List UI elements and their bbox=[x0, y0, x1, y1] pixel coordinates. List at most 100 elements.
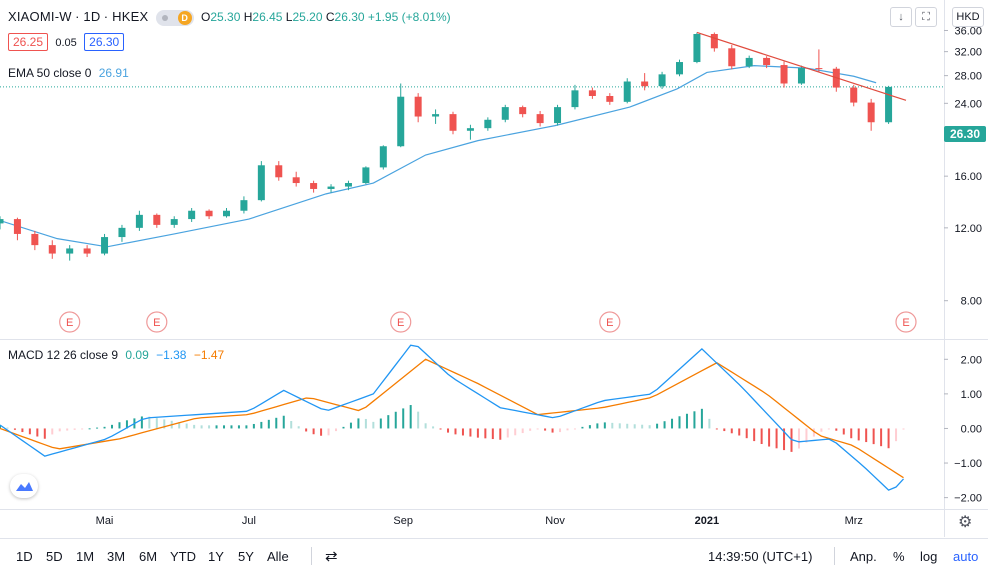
candle-body bbox=[170, 219, 178, 225]
trend-line bbox=[696, 31, 907, 101]
visibility-toggle[interactable]: D bbox=[155, 9, 194, 26]
macd-histogram-bar bbox=[73, 428, 76, 430]
ohlc-low-value: 25.20 bbox=[292, 10, 323, 24]
macd-histogram-bar bbox=[0, 425, 1, 429]
tradingview-logo[interactable] bbox=[10, 474, 38, 498]
time-axis-label: Sep bbox=[393, 515, 413, 527]
macd-histogram-bar bbox=[230, 425, 233, 429]
macd-legend[interactable]: MACD 12 26 close 9 0.09 −1.38 −1.47 bbox=[8, 348, 224, 362]
macd-histogram-bar bbox=[656, 423, 659, 429]
macd-histogram-bar bbox=[260, 421, 263, 429]
macd-histogram-bar bbox=[267, 419, 270, 429]
range-1y[interactable]: 1Y bbox=[208, 549, 224, 564]
scroll-down-button[interactable]: ↓ bbox=[890, 7, 912, 27]
percent-button[interactable]: % bbox=[893, 549, 905, 564]
price-axis-label: 36.00 bbox=[954, 25, 982, 37]
candle-body bbox=[466, 128, 474, 131]
macd-histogram-bar bbox=[66, 428, 69, 431]
macd-histogram-bar bbox=[521, 428, 524, 434]
range-5d[interactable]: 5D bbox=[46, 549, 63, 564]
adjust-button[interactable]: Anp. bbox=[850, 549, 877, 564]
auto-button[interactable]: auto bbox=[953, 549, 979, 564]
macd-histogram-bar bbox=[469, 428, 472, 437]
bid-box[interactable]: 26.25 bbox=[8, 33, 49, 51]
macd-histogram-bar bbox=[559, 428, 562, 433]
macd-histogram-bar bbox=[81, 428, 84, 430]
macd-histogram-bar bbox=[36, 428, 39, 437]
settings-button[interactable]: ⚙ bbox=[958, 512, 972, 532]
bottom-toolbar: 1D 5D 1M 3M 6M YTD 1Y 5Y Alle ⇄ 14:39:50… bbox=[0, 538, 988, 573]
ohlc-open-label: O bbox=[201, 10, 211, 24]
candle-body bbox=[641, 81, 649, 87]
ema-legend-value: 26.91 bbox=[98, 66, 129, 80]
interval-label[interactable]: 1D bbox=[83, 9, 101, 24]
macd-histogram-bar bbox=[43, 428, 46, 439]
earnings-marker bbox=[146, 311, 168, 333]
compare-button[interactable]: ⇄ bbox=[325, 547, 338, 565]
macd-histogram-bar bbox=[237, 425, 240, 429]
range-1d[interactable]: 1D bbox=[16, 549, 33, 564]
macd-histogram-bar bbox=[775, 428, 778, 449]
ema-legend[interactable]: EMA 50 close 0 26.91 bbox=[8, 66, 129, 80]
range-1m[interactable]: 1M bbox=[76, 549, 95, 564]
candle-body bbox=[501, 107, 509, 120]
macd-histogram-bar bbox=[491, 428, 494, 440]
macd-axis-label: −1.00 bbox=[954, 458, 982, 470]
candle-body bbox=[344, 183, 352, 187]
macd-histogram-bar bbox=[155, 418, 158, 429]
chart-canvas[interactable]: 36.0032.0028.0024.0020.0016.0012.008.002… bbox=[0, 0, 988, 537]
candle-body bbox=[850, 87, 858, 103]
candle-body bbox=[554, 107, 562, 124]
macd-axis-label: 1.00 bbox=[961, 389, 982, 401]
fullscreen-button[interactable]: ⛶ bbox=[915, 7, 937, 27]
earnings-marker bbox=[390, 311, 412, 333]
ask-box[interactable]: 26.30 bbox=[84, 33, 125, 51]
candle-body bbox=[292, 177, 300, 184]
macd-histogram-bar bbox=[327, 428, 330, 436]
macd-histogram-bar bbox=[342, 426, 345, 429]
candle-body bbox=[275, 165, 283, 178]
candle-body bbox=[135, 214, 143, 228]
symbol-legend: XIAOMI-W · 1D · HKEX D O25.30 H26.45 L25… bbox=[8, 9, 451, 26]
macd-histogram-bar bbox=[163, 419, 166, 429]
range-all[interactable]: Alle bbox=[267, 549, 289, 564]
candle-body bbox=[797, 68, 805, 84]
macd-histogram-bar bbox=[566, 428, 569, 431]
macd-histogram-bar bbox=[364, 418, 367, 429]
toggle-dot-icon bbox=[161, 14, 168, 21]
price-axis-label: 8.00 bbox=[961, 296, 982, 308]
last-price-tag: 26.30 bbox=[944, 126, 986, 142]
candle-body bbox=[885, 86, 893, 123]
macd-histogram-bar bbox=[439, 428, 442, 430]
candle-body bbox=[623, 81, 631, 102]
macd-histogram-bar bbox=[297, 426, 300, 429]
macd-histogram-bar bbox=[551, 428, 554, 433]
range-3m[interactable]: 3M bbox=[107, 549, 126, 564]
candle-body bbox=[519, 107, 527, 115]
macd-histogram-bar bbox=[596, 423, 599, 429]
macd-histogram-bar bbox=[835, 428, 838, 431]
macd-histogram-bar bbox=[21, 428, 24, 433]
macd-histogram-bar bbox=[58, 428, 61, 432]
macd-histogram-bar bbox=[103, 426, 106, 429]
log-button[interactable]: log bbox=[920, 549, 938, 564]
macd-histogram-bar bbox=[633, 424, 636, 429]
range-ytd[interactable]: YTD bbox=[170, 549, 196, 564]
ohlc-low-label: L bbox=[285, 10, 293, 24]
candle-body bbox=[763, 57, 771, 66]
macd-signal-line bbox=[0, 358, 904, 479]
candle-body bbox=[536, 114, 544, 124]
clock-display[interactable]: 14:39:50 (UTC+1) bbox=[708, 549, 813, 564]
range-6m[interactable]: 6M bbox=[139, 549, 158, 564]
symbol-name[interactable]: XIAOMI-W bbox=[8, 9, 72, 24]
macd-histogram-bar bbox=[730, 428, 733, 434]
macd-histogram-bar bbox=[626, 423, 629, 429]
chart-area[interactable]: 36.0032.0028.0024.0020.0016.0012.008.002… bbox=[0, 0, 988, 537]
candle-body bbox=[780, 65, 788, 84]
range-5y[interactable]: 5Y bbox=[238, 549, 254, 564]
candle-body bbox=[118, 227, 126, 238]
earnings-marker-label: E bbox=[606, 317, 613, 329]
macd-line bbox=[0, 344, 904, 491]
candle-body bbox=[310, 183, 318, 189]
currency-button[interactable]: HKD bbox=[952, 7, 984, 27]
